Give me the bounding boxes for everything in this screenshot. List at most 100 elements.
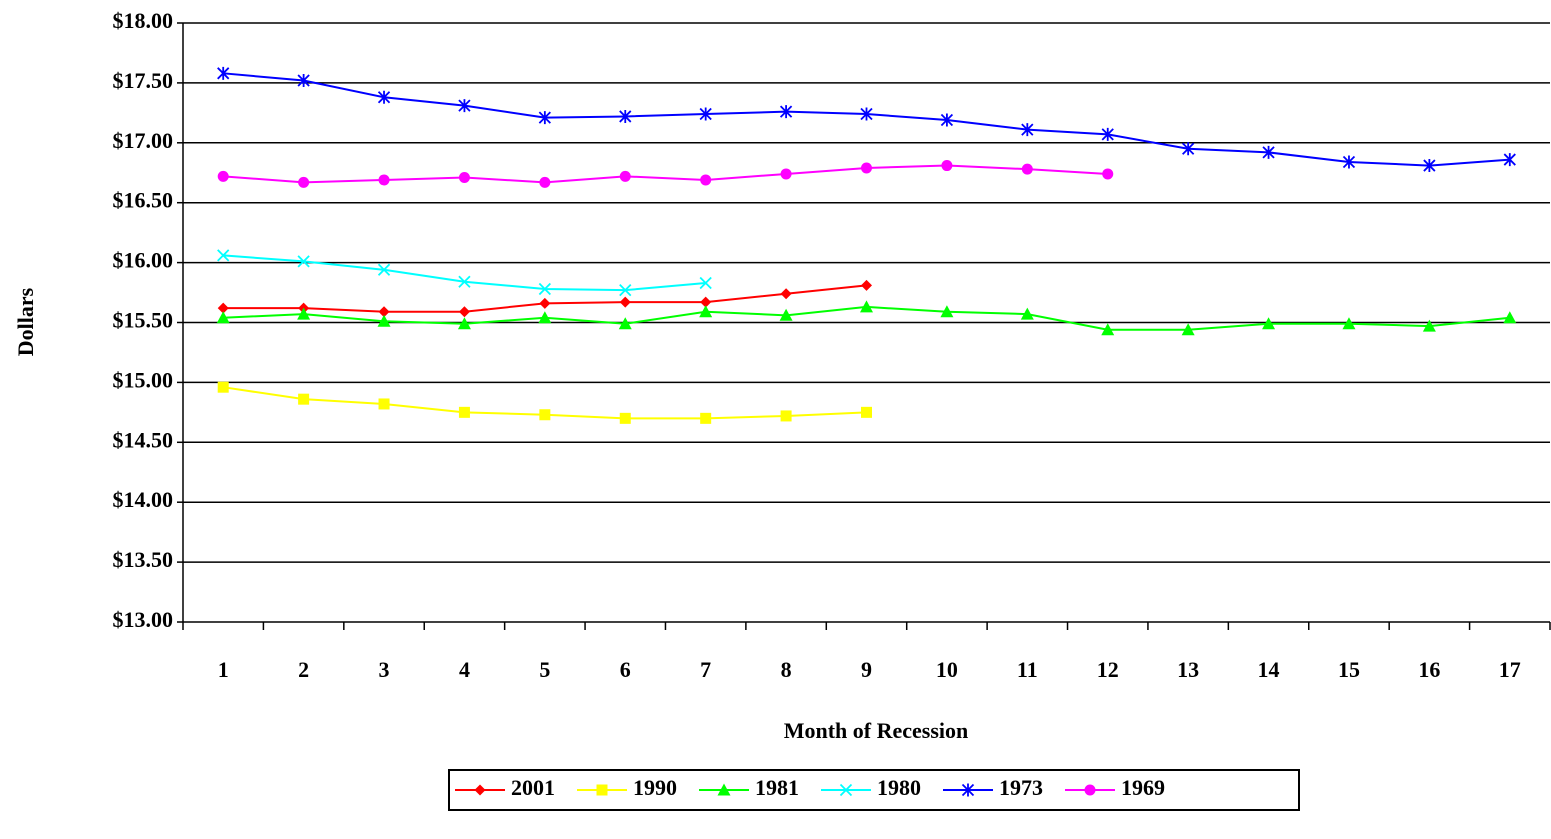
marker — [860, 107, 873, 121]
x-tick-label: 5 — [539, 657, 550, 682]
legend-label: 1980 — [877, 775, 921, 800]
marker — [780, 288, 792, 300]
marker — [1422, 319, 1436, 332]
marker — [619, 296, 631, 308]
legend-label: 2001 — [511, 775, 555, 800]
marker — [377, 90, 391, 104]
marker — [1423, 159, 1436, 173]
marker — [1084, 784, 1096, 796]
marker — [538, 311, 552, 324]
marker — [1102, 168, 1114, 180]
x-tick-label: 7 — [700, 657, 711, 682]
marker — [779, 308, 793, 321]
x-tick-label: 11 — [1017, 657, 1038, 682]
marker — [619, 412, 631, 424]
legend-label: 1969 — [1121, 775, 1165, 800]
marker — [297, 307, 311, 320]
marker — [1101, 323, 1115, 336]
x-tick-label: 1 — [218, 657, 229, 682]
marker — [861, 279, 872, 291]
marker — [941, 160, 953, 172]
marker — [1342, 317, 1356, 330]
x-tick-label: 3 — [379, 657, 390, 682]
y-tick-label: $17.50 — [113, 68, 174, 93]
marker — [779, 105, 793, 119]
x-tick-label: 6 — [620, 657, 631, 682]
x-tick-label: 9 — [861, 657, 872, 682]
marker — [861, 406, 872, 418]
series-line — [223, 164, 1108, 184]
x-tick-label: 4 — [459, 657, 470, 682]
marker — [940, 113, 954, 127]
marker — [619, 170, 631, 182]
legend-label: 1990 — [633, 775, 677, 800]
marker — [539, 297, 551, 309]
x-tick-label: 2 — [298, 657, 309, 682]
x-tick-label: 13 — [1177, 657, 1199, 682]
marker — [1503, 311, 1517, 324]
marker — [1021, 163, 1033, 175]
marker — [780, 410, 792, 422]
marker — [378, 174, 390, 186]
y-tick-label: $15.00 — [113, 367, 174, 392]
y-tick-label: $16.50 — [113, 188, 174, 213]
marker — [217, 302, 229, 314]
marker — [596, 784, 608, 796]
legend-label: 1981 — [755, 775, 799, 800]
marker — [297, 74, 310, 88]
marker — [458, 306, 470, 318]
marker — [961, 783, 975, 797]
marker — [1181, 323, 1195, 336]
marker — [298, 393, 310, 405]
marker — [839, 783, 853, 797]
marker — [1262, 145, 1275, 159]
marker — [216, 311, 230, 324]
marker — [539, 409, 551, 421]
marker — [298, 176, 310, 188]
y-tick-label: $13.00 — [113, 607, 174, 632]
marker — [940, 305, 954, 318]
marker — [1503, 153, 1516, 167]
y-axis-title: Dollars — [13, 287, 38, 356]
marker — [458, 275, 471, 288]
y-tick-label: $14.50 — [113, 427, 174, 452]
x-axis-title: Month of Recession — [784, 718, 969, 743]
marker — [1182, 142, 1195, 156]
marker — [699, 305, 713, 318]
x-tick-label: 10 — [936, 657, 958, 682]
marker — [297, 255, 310, 268]
marker — [458, 172, 470, 184]
series-line — [223, 254, 706, 292]
marker — [457, 317, 471, 330]
marker — [700, 174, 712, 186]
marker — [860, 300, 873, 313]
marker — [1021, 123, 1034, 137]
marker — [619, 284, 632, 297]
marker — [458, 406, 470, 418]
marker — [1262, 317, 1276, 330]
marker — [217, 66, 230, 80]
x-tick-label: 16 — [1418, 657, 1440, 682]
marker — [378, 306, 390, 318]
legend-label: 1973 — [999, 775, 1043, 800]
marker — [700, 296, 712, 308]
marker — [700, 412, 712, 424]
marker — [1101, 127, 1114, 141]
marker — [217, 381, 229, 393]
marker — [217, 170, 229, 182]
marker — [618, 317, 632, 330]
x-tick-label: 12 — [1097, 657, 1119, 682]
marker — [1020, 307, 1034, 320]
marker — [717, 783, 731, 796]
marker — [538, 111, 551, 125]
marker — [217, 249, 230, 262]
x-tick-label: 15 — [1338, 657, 1360, 682]
y-tick-label: $17.00 — [113, 128, 174, 153]
marker — [458, 99, 471, 113]
marker — [780, 168, 792, 180]
marker — [377, 314, 391, 327]
y-tick-label: $13.50 — [113, 547, 174, 572]
marker — [699, 107, 712, 121]
x-tick-label: 17 — [1499, 657, 1521, 682]
marker — [539, 176, 551, 188]
